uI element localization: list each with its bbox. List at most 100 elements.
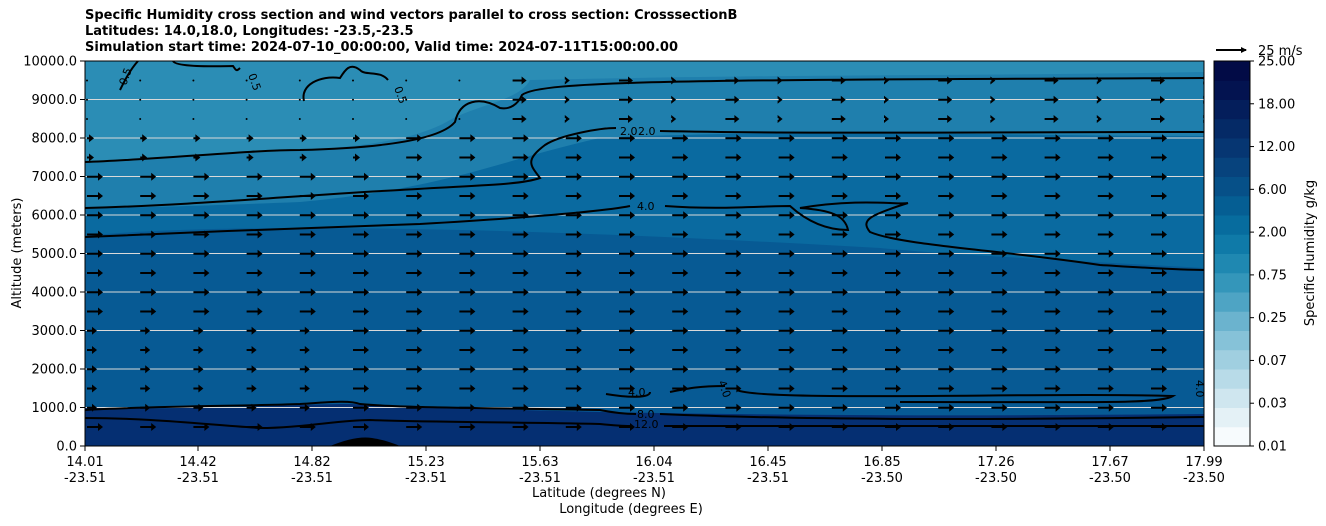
wind-vector bbox=[459, 326, 476, 335]
wind-vector bbox=[1097, 172, 1114, 181]
wind-vector bbox=[1044, 326, 1061, 335]
wind-vector bbox=[512, 288, 529, 297]
wind-vector bbox=[193, 211, 210, 220]
wind-vector bbox=[512, 230, 529, 239]
colorbar: 0.01 0.03 0.07 0.25 0.75 2.00 6.00 12.00 18.00 25… bbox=[1213, 55, 1295, 455]
wind-vector bbox=[778, 403, 795, 412]
x-tick-label-lat: 16.85 bbox=[863, 455, 900, 470]
wind-vector bbox=[246, 230, 263, 239]
wind-vector bbox=[353, 153, 360, 162]
wind-vector bbox=[353, 249, 369, 258]
wind-vector bbox=[831, 95, 846, 104]
wind-vector bbox=[565, 269, 582, 277]
wind-vector bbox=[87, 365, 97, 374]
wind-vector bbox=[353, 423, 369, 431]
wind-vector bbox=[565, 346, 582, 354]
wind-vector bbox=[512, 307, 529, 316]
wind-vector bbox=[246, 211, 263, 220]
wind-vector bbox=[245, 79, 248, 82]
wind-vector bbox=[619, 423, 635, 431]
wind-vector bbox=[1151, 115, 1165, 123]
wind-vector bbox=[246, 249, 263, 258]
wind-vector bbox=[619, 172, 635, 181]
wind-vector bbox=[193, 326, 204, 335]
wind-vector bbox=[1151, 288, 1167, 297]
wind-vector bbox=[87, 423, 103, 431]
wind-vector bbox=[1044, 269, 1061, 277]
wind-vector bbox=[885, 326, 901, 335]
y-tick-label: 10000.0 bbox=[23, 55, 77, 70]
wind-vector bbox=[140, 249, 157, 258]
wind-vector bbox=[619, 346, 635, 354]
colorbar-label: Specific Humidity g/kg bbox=[1303, 180, 1318, 326]
wind-vector bbox=[86, 98, 88, 101]
wind-vector bbox=[406, 326, 423, 335]
wind-vector bbox=[353, 288, 369, 297]
chart-title-line-1: Specific Humidity cross section and wind… bbox=[85, 8, 738, 23]
wind-vector bbox=[193, 346, 204, 354]
wind-vector bbox=[299, 384, 310, 393]
wind-vector bbox=[406, 211, 423, 220]
wind-vector bbox=[353, 384, 369, 393]
wind-vector bbox=[87, 172, 103, 181]
x-tick-label-lon: -23.51 bbox=[64, 471, 106, 486]
wind-vector bbox=[831, 134, 848, 143]
wind-vector bbox=[991, 326, 1008, 335]
wind-vector bbox=[725, 288, 742, 297]
wind-vector bbox=[512, 365, 529, 374]
wind-vector bbox=[725, 153, 742, 162]
wind-vector bbox=[1097, 403, 1114, 412]
wind-vector bbox=[1044, 134, 1061, 143]
wind-vector bbox=[353, 326, 369, 335]
wind-vector bbox=[831, 365, 848, 374]
wind-vector bbox=[778, 153, 795, 162]
wind-vector bbox=[938, 134, 955, 143]
wind-vector bbox=[1097, 346, 1114, 354]
wind-vector bbox=[140, 365, 151, 374]
wind-vector bbox=[672, 269, 689, 277]
wind-vector bbox=[193, 134, 201, 143]
wind-vector bbox=[619, 326, 635, 335]
colorbar-segment bbox=[1214, 426, 1250, 447]
wind-vector bbox=[353, 192, 369, 200]
wind-vector bbox=[406, 192, 423, 200]
wind-vector bbox=[564, 115, 570, 123]
wind-vector bbox=[406, 346, 423, 354]
wind-vector bbox=[1097, 269, 1114, 277]
wind-vector bbox=[725, 269, 742, 277]
wind-vector bbox=[140, 288, 157, 297]
wind-vector bbox=[1151, 307, 1167, 316]
wind-vector bbox=[938, 172, 955, 181]
wind-vector bbox=[512, 153, 529, 162]
wind-vector bbox=[831, 230, 848, 239]
wind-vector bbox=[778, 288, 795, 297]
wind-vector bbox=[459, 346, 476, 354]
contour-label: 8.0 bbox=[637, 408, 655, 421]
wind-vector bbox=[565, 153, 582, 162]
wind-vectors bbox=[86, 76, 1204, 431]
wind-vector bbox=[1044, 307, 1061, 316]
wind-vector bbox=[831, 211, 848, 220]
x-tick-label-lon: -23.50 bbox=[1183, 471, 1225, 486]
wind-vector bbox=[298, 118, 301, 120]
contour-12.0 bbox=[85, 417, 1204, 430]
contour-label: 4.0 bbox=[1193, 380, 1206, 398]
wind-vector bbox=[352, 79, 354, 82]
wind-vector bbox=[139, 118, 142, 120]
wind-vector bbox=[87, 326, 97, 335]
wind-vector bbox=[1151, 134, 1167, 143]
colorbar-segment bbox=[1214, 369, 1250, 389]
wind-vector bbox=[299, 134, 307, 143]
wind-vector bbox=[140, 346, 151, 354]
wind-vector bbox=[619, 134, 635, 143]
wind-vector bbox=[87, 288, 103, 297]
wind-vector bbox=[565, 384, 582, 393]
wind-vector bbox=[246, 172, 263, 181]
wind-vector bbox=[831, 115, 846, 123]
wind-vector bbox=[246, 288, 263, 297]
y-tick-label: 9000.0 bbox=[32, 93, 78, 108]
wind-vector bbox=[938, 230, 955, 239]
wind-vector bbox=[459, 192, 476, 200]
wind-vector bbox=[778, 134, 795, 143]
